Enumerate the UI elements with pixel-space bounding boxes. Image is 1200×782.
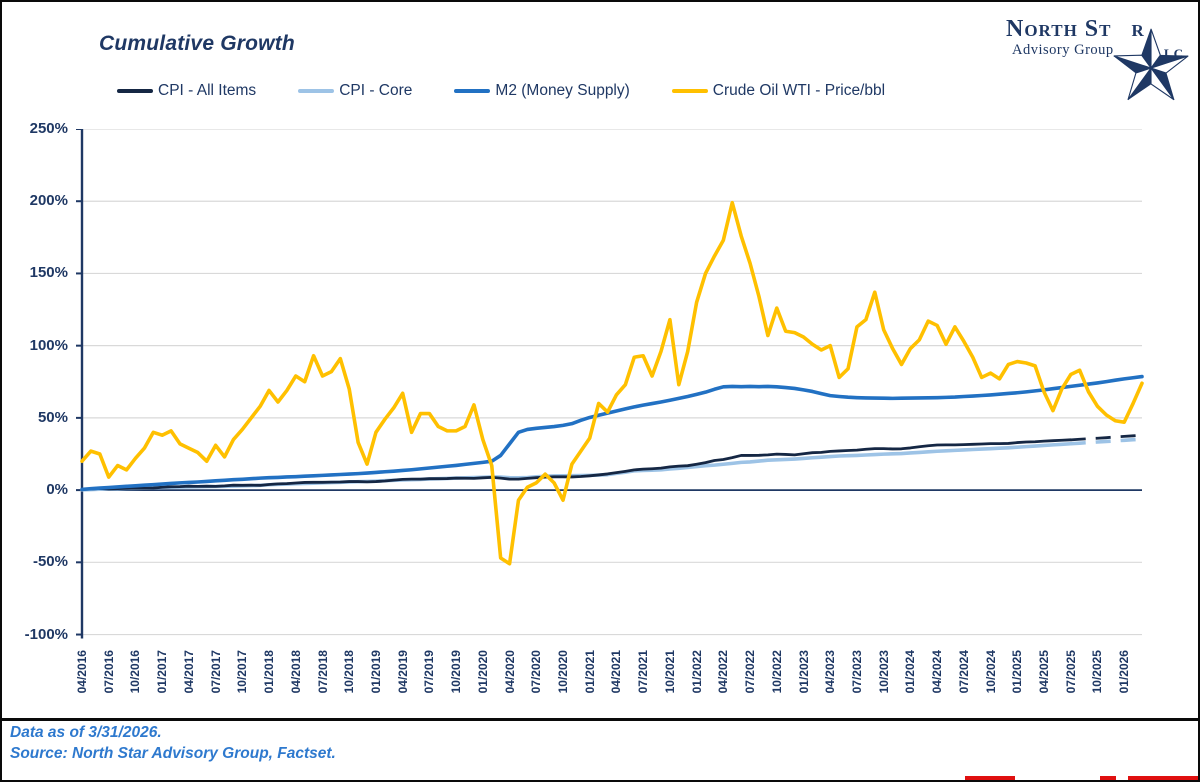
logo-name-last: r <box>1131 16 1145 42</box>
footer: Data as of 3/31/2026. Source: North Star… <box>2 718 1198 780</box>
x-axis-tick-label: 07/2017 <box>208 650 223 694</box>
legend-label: CPI - Core <box>339 82 413 99</box>
x-axis-tick-label: 07/2019 <box>422 650 437 694</box>
y-axis-tick-label: 200% <box>29 192 68 210</box>
x-axis-tick-label: 04/2016 <box>75 650 89 694</box>
x-axis-tick-label: 01/2022 <box>689 650 704 694</box>
series-line-dashed-tail <box>1070 437 1143 446</box>
series-line-cpi-all-items <box>80 438 1073 491</box>
chart-title: Cumulative Growth <box>99 32 295 55</box>
logo-wordmark: North St r <box>1006 16 1145 43</box>
line-chart-plot <box>76 129 1144 639</box>
x-axis-tick-label: 07/2018 <box>315 650 330 694</box>
x-axis-tick-label: 10/2018 <box>342 650 357 694</box>
x-axis-tick-label: 04/2017 <box>181 650 196 694</box>
legend-item: Crude Oil WTI - Price/bbl <box>671 82 886 100</box>
x-axis-tick-label: 04/2018 <box>288 650 303 694</box>
source-note: Source: North Star Advisory Group, Facts… <box>10 745 336 762</box>
x-axis-tick-label: 10/2025 <box>1090 650 1105 694</box>
x-axis-tick-label: 01/2017 <box>155 650 170 694</box>
y-axis-tick-label: 100% <box>29 336 68 354</box>
legend-item: CPI - All Items <box>117 82 256 100</box>
y-axis-tick-label: 150% <box>29 264 68 282</box>
x-axis-tick-label: 10/2021 <box>662 650 677 694</box>
x-axis-tick-label: 10/2020 <box>556 650 570 694</box>
x-axis-tick-label: 01/2026 <box>1117 650 1132 694</box>
chart-legend: CPI - All Items CPI - Core M2 (Money Suppl… <box>117 82 927 100</box>
legend-label: M2 (Money Supply) <box>495 82 630 99</box>
logo-name-first: North St <box>1006 16 1112 42</box>
x-axis-tick-label: 10/2022 <box>769 650 784 694</box>
x-axis-tick-label: 10/2019 <box>449 650 464 694</box>
legend-item: CPI - Core <box>298 82 412 100</box>
y-axis-tick-label: 50% <box>37 408 68 426</box>
x-axis-tick-label: 04/2024 <box>930 650 945 694</box>
x-axis-tick-label: 10/2023 <box>876 650 891 694</box>
series-line-m2-money-supply- <box>80 374 1144 492</box>
x-axis-tick-label: 01/2019 <box>368 650 383 694</box>
legend-item: M2 (Money Supply) <box>454 82 630 100</box>
x-axis-tick-label: 07/2022 <box>743 650 758 694</box>
y-axis-tick-label: -50% <box>32 553 68 571</box>
x-axis-tick-label: 01/2021 <box>582 650 597 694</box>
series-line-cpi-core <box>80 441 1073 492</box>
x-axis-tick-label: 01/2024 <box>903 650 918 694</box>
legend-swatch <box>298 89 335 93</box>
x-axis-tick-label: 04/2022 <box>716 650 731 694</box>
y-axis-tick-label: 0% <box>46 481 68 499</box>
series-line-dashed-tail <box>1070 433 1143 442</box>
x-axis-tick-label: 04/2019 <box>395 650 410 694</box>
x-axis-tick-label: 07/2024 <box>956 650 971 694</box>
x-axis-tick-label: 04/2020 <box>502 650 517 694</box>
data-as-of-note: Data as of 3/31/2026. <box>10 724 162 741</box>
x-axis-tick-label: 07/2016 <box>101 650 116 694</box>
y-axis-tick-label: -100% <box>24 625 68 643</box>
series-line-crude-oil-wti-price-bbl <box>80 200 1144 566</box>
red-artifact <box>965 776 1015 780</box>
x-axis-tick-label: 10/2024 <box>983 650 998 694</box>
y-axis-tick-label: 250% <box>29 120 68 137</box>
red-artifact <box>1128 776 1198 780</box>
north-star-logo: North St r Advisory Group LLC <box>998 10 1189 118</box>
x-axis-tick-label: 04/2023 <box>823 650 838 694</box>
x-axis-tick-label: 04/2021 <box>609 650 624 694</box>
x-axis-tick-label: 07/2020 <box>529 650 544 694</box>
star-icon <box>1113 28 1189 101</box>
logo-subtitle: Advisory Group <box>1012 42 1114 58</box>
legend-label: CPI - All Items <box>158 82 257 99</box>
legend-swatch <box>671 89 708 93</box>
x-axis-tick-label: 07/2025 <box>1063 650 1078 694</box>
legend-swatch <box>454 89 491 93</box>
x-axis-tick-label: 07/2021 <box>636 650 651 694</box>
x-axis-tick-label: 01/2025 <box>1010 650 1025 694</box>
x-axis-tick-label: 01/2023 <box>796 650 811 694</box>
x-axis-tick-label: 10/2017 <box>235 650 250 694</box>
red-artifact <box>1100 776 1116 780</box>
x-axis-tick-label: 01/2020 <box>475 650 490 694</box>
legend-label: Crude Oil WTI - Price/bbl <box>712 82 886 99</box>
x-axis-tick-label: 01/2018 <box>262 650 277 694</box>
x-axis-tick-label: 07/2023 <box>849 650 864 694</box>
x-axis-tick-label: 10/2016 <box>128 650 143 694</box>
legend-swatch <box>117 89 153 93</box>
x-axis-tick-label: 04/2025 <box>1037 650 1052 694</box>
